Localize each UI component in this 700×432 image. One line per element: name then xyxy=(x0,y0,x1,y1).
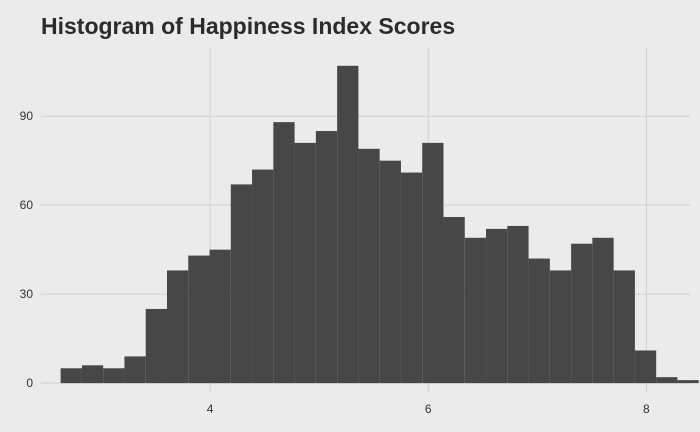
histogram-bar-16 xyxy=(400,172,423,384)
histogram-bar-28 xyxy=(656,377,678,384)
y-tick-label-30: 30 xyxy=(20,287,34,301)
chart-title: Histogram of Happiness Index Scores xyxy=(41,13,456,39)
histogram-bar-13 xyxy=(337,65,359,384)
histogram-bar-24 xyxy=(571,243,593,384)
histogram-bar-8 xyxy=(230,184,253,384)
bar-layer xyxy=(60,65,699,384)
tick-label-layer: 0 30 60 90 4 6 8 xyxy=(20,109,650,416)
histogram-bar-25 xyxy=(592,237,614,384)
histogram-bar-15 xyxy=(379,160,401,384)
x-tick-label-8: 8 xyxy=(643,402,650,416)
histogram-bar-14 xyxy=(358,148,380,384)
histogram-bar-29 xyxy=(677,380,699,384)
histogram-bar-3 xyxy=(124,356,146,384)
histogram-bar-7 xyxy=(209,249,231,384)
histogram-bar-19 xyxy=(464,237,487,384)
histogram-bar-18 xyxy=(443,217,465,384)
x-tick-label-6: 6 xyxy=(425,402,432,416)
histogram-bar-23 xyxy=(549,270,572,384)
histogram-bar-12 xyxy=(315,131,338,384)
histogram-bar-21 xyxy=(507,225,529,384)
histogram-bar-11 xyxy=(294,142,316,384)
y-tick-label-90: 90 xyxy=(20,109,34,123)
histogram-bar-10 xyxy=(273,122,295,384)
histogram-bar-26 xyxy=(613,270,635,384)
y-tick-label-0: 0 xyxy=(26,376,33,390)
histogram-bar-22 xyxy=(528,258,550,384)
histogram-bar-0 xyxy=(60,368,82,384)
histogram-bar-17 xyxy=(422,142,444,384)
x-tick-label-4: 4 xyxy=(207,402,214,416)
histogram-bar-2 xyxy=(103,368,125,384)
histogram-bar-9 xyxy=(252,169,274,384)
histogram-bar-27 xyxy=(634,350,657,384)
y-tick-label-60: 60 xyxy=(20,198,34,212)
histogram-bar-6 xyxy=(188,255,210,384)
histogram-bar-20 xyxy=(486,228,508,384)
histogram-bar-4 xyxy=(145,308,167,384)
histogram-bar-5 xyxy=(166,270,189,384)
histogram-bar-1 xyxy=(81,365,104,384)
